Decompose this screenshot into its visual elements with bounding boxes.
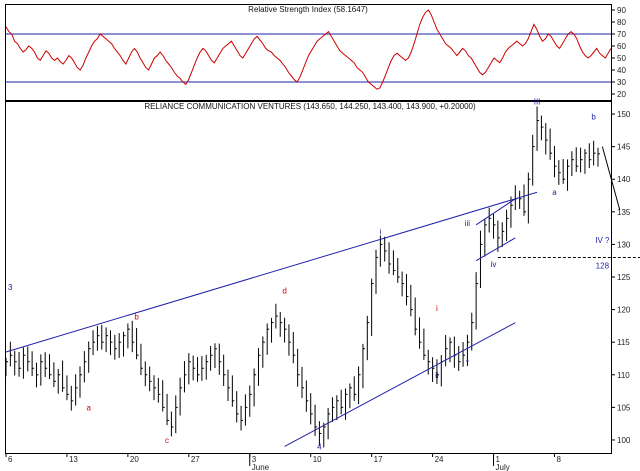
price-panel-frame: [5, 101, 612, 454]
trend-line: [5, 191, 538, 353]
x-tick-label: 24: [435, 455, 444, 464]
month-label: June: [252, 463, 270, 471]
rsi-tick-label: 60: [617, 42, 626, 51]
rsi-tick-label: 80: [617, 18, 626, 27]
rsi-tick-label: 90: [617, 6, 626, 15]
trend-line: [601, 146, 621, 210]
trend-line: [284, 322, 516, 447]
wave-label: 4: [317, 443, 322, 452]
rsi-tick-label: 50: [617, 54, 626, 63]
x-tick-label: 3: [252, 455, 257, 464]
wave-label: i: [436, 304, 438, 313]
x-tick-label: 13: [69, 455, 78, 464]
wave-label: a: [86, 404, 91, 413]
price-tick-label: 100: [617, 436, 631, 445]
rsi-tick-label: 70: [617, 30, 626, 39]
rsi-tick-label: 30: [617, 78, 626, 87]
month-labels: June July: [249, 453, 510, 471]
price-tick-label: 140: [617, 175, 631, 184]
wave-label: 3: [8, 283, 13, 292]
rsi-ticks: 20 30 40 50 60 70 80 90: [611, 6, 626, 99]
wave-label: b: [591, 112, 596, 121]
wave-label: i: [379, 228, 381, 237]
wave-label: *: [466, 358, 469, 367]
price-tick-label: 150: [617, 110, 631, 119]
price-tick-label: 115: [617, 338, 630, 347]
wave-label: a: [552, 188, 557, 197]
trend-line: [475, 198, 516, 226]
wave-label: b: [134, 312, 139, 321]
price-tick-label: 130: [617, 240, 631, 249]
price-title: RELIANCE COMMUNICATION VENTURES (143.650…: [144, 102, 476, 111]
rsi-title: Relative Strength Index (58.1647): [248, 5, 368, 14]
x-axis-ticks: 6 13 20 27 3 10 17 24 1 8: [5, 453, 561, 464]
wave-label: iv: [491, 260, 497, 269]
rsi-panel-frame: [5, 4, 612, 101]
price-tick-label: 120: [617, 306, 631, 315]
wave-label: iii: [465, 219, 471, 228]
x-tick-label: 10: [313, 455, 322, 464]
price-tick-label: 145: [617, 143, 631, 152]
trend-line: [475, 237, 516, 262]
wave-label: 128: [596, 262, 610, 271]
x-tick-label: 6: [8, 455, 13, 464]
rsi-tick-label: 40: [617, 66, 626, 75]
trend-lines: [5, 146, 621, 447]
x-tick-label: 20: [130, 455, 139, 464]
price-tick-label: 135: [617, 208, 631, 217]
wave-label: III: [534, 97, 541, 106]
rsi-series-line: [5, 9, 612, 90]
month-label: July: [496, 463, 510, 471]
wave-label: IV ?: [595, 236, 610, 245]
price-tick-label: 125: [617, 273, 631, 282]
price-tick-label: 110: [617, 371, 630, 380]
price-tick-label: 105: [617, 403, 631, 412]
wave-label: ii: [435, 371, 439, 380]
wave-label: c: [165, 436, 169, 445]
x-tick-label: 27: [191, 455, 200, 464]
price-ticks: 100 105 110 115 120 125 130 135 140 145 150: [611, 110, 631, 445]
x-tick-label: 8: [556, 455, 561, 464]
price-bars: [5, 106, 600, 448]
x-tick-label: 17: [374, 455, 383, 464]
rsi-tick-label: 20: [617, 90, 626, 99]
x-tick-label: 1: [496, 455, 501, 464]
wave-label: d: [282, 286, 286, 295]
